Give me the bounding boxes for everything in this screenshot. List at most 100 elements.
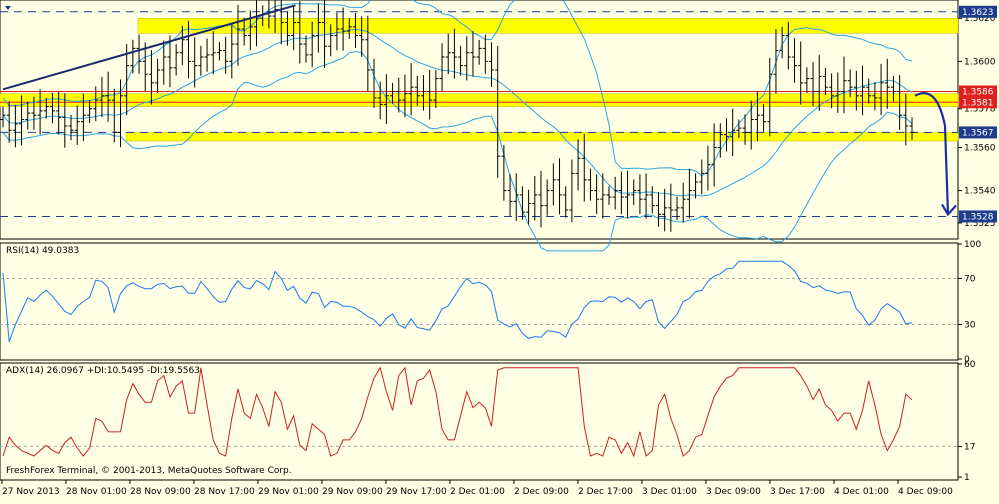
ohlc-bar <box>723 118 729 152</box>
adx-panel: 60 17 1 <box>0 360 976 483</box>
ohlc-bar <box>557 158 563 215</box>
ohlc-bar <box>767 57 773 137</box>
ohlc-bar <box>581 134 587 202</box>
ohlc-bar <box>68 114 74 141</box>
price-level-box <box>959 126 997 139</box>
adx-label: ADX(14) 26.0967 +DI:10.5495 -DI:19.5563 <box>6 366 200 376</box>
ohlc-bar <box>563 186 569 218</box>
rsi-panel-frame <box>0 242 959 361</box>
ohlc-bar <box>6 101 12 143</box>
ohlc-bar <box>711 123 717 187</box>
ohlc-bar <box>352 13 358 48</box>
time-tick-label: 4 Dec 01:00 <box>834 487 889 497</box>
price-tick-label: 1.3600 <box>964 57 996 67</box>
time-tick-label: 28 Nov 17:00 <box>194 487 255 497</box>
ohlc-bar <box>74 105 80 146</box>
price-level-box <box>959 5 997 18</box>
ohlc-bar <box>322 0 328 68</box>
ohlc-bar <box>532 175 538 221</box>
osc-tick-label: 0 <box>964 355 970 365</box>
ohlc-bar <box>544 179 550 216</box>
ohlc-bar <box>699 159 705 195</box>
ohlc-bar <box>754 91 760 142</box>
ohlc-bar <box>482 34 488 74</box>
ohlc-bar <box>730 108 736 157</box>
price-level-label: 1.3528 <box>962 212 994 222</box>
ohlc-bar <box>804 67 810 93</box>
price-level-box <box>959 96 997 109</box>
ohlc-bar <box>841 56 847 114</box>
ohlc-bar <box>130 39 136 74</box>
ohlc-bar <box>550 163 556 206</box>
ohlc-bar <box>489 42 495 88</box>
ohlc-bar <box>519 186 525 220</box>
ohlc-bar <box>111 88 117 143</box>
ohlc-bar <box>569 159 575 223</box>
middle-band <box>2 28 913 197</box>
ohlc-bar <box>674 196 680 221</box>
ohlc-bar <box>216 41 222 61</box>
ohlc-bar <box>470 31 476 77</box>
ohlc-bar <box>655 191 661 227</box>
ohlc-bar <box>445 33 451 75</box>
ohlc-bar <box>878 63 884 116</box>
ohlc-bar <box>297 1 303 64</box>
osc-line <box>2 366 913 458</box>
ohlc-bar <box>649 186 655 214</box>
upper-band <box>2 0 913 177</box>
ohlc-bar <box>340 7 346 51</box>
ohlc-bar <box>748 100 754 150</box>
time-tick-label: 3 Dec 17:00 <box>770 487 825 497</box>
ohlc-bar <box>829 73 835 109</box>
ohlc-bar <box>186 20 192 79</box>
ohlc-bar <box>303 35 309 63</box>
ohlc-bar <box>328 24 334 57</box>
chart-menu-icon[interactable] <box>5 6 11 10</box>
ohlc-bar <box>501 144 507 201</box>
ohlc-bar <box>847 69 853 98</box>
ohlc-bar <box>680 182 686 223</box>
price-level-box <box>959 210 997 223</box>
ohlc-bar <box>773 29 779 94</box>
ohlc-bar <box>513 173 519 221</box>
ohlc-bar <box>860 65 866 116</box>
ohlc-bar <box>334 12 340 51</box>
ohlc-bar <box>309 21 315 68</box>
ohlc-bar <box>761 103 767 132</box>
adx-panel-frame <box>0 362 959 481</box>
ohlc-bar <box>890 75 896 102</box>
time-axis: 27 Nov 2013 28 Nov 01:00 28 Nov 09:00 28 No… <box>1 480 953 497</box>
time-tick-label: 2 Dec 01:00 <box>450 487 505 497</box>
time-tick-label: 29 Nov 17:00 <box>386 487 447 497</box>
ohlc-bar <box>884 58 890 109</box>
forecast-arrow <box>914 92 957 217</box>
ohlc-bar <box>693 173 699 199</box>
ohlc-bar <box>210 31 216 75</box>
ohlc-bar <box>822 67 828 95</box>
time-tick-label: 28 Nov 09:00 <box>130 487 191 497</box>
ohlc-bar <box>866 78 872 104</box>
time-tick-label: 2 Dec 17:00 <box>578 487 633 497</box>
ohlc-bar <box>705 145 711 191</box>
ohlc-bar <box>43 97 49 119</box>
price-tick-label: 1.3540 <box>964 187 996 197</box>
ohlc-bar <box>408 63 414 116</box>
price-tick-label: 1.3578 <box>964 105 996 115</box>
lower-band <box>2 51 913 252</box>
ohlc-bar <box>346 18 352 39</box>
price-level-label: 1.3581 <box>962 98 994 108</box>
support-resistance-zone <box>0 93 959 107</box>
ohlc-bar <box>241 17 247 46</box>
ohlc-bar <box>235 4 241 66</box>
time-tick-label: 3 Dec 09:00 <box>706 487 761 497</box>
ohlc-bar <box>575 139 581 191</box>
ohlc-bar <box>365 15 371 92</box>
forecast-arrowhead <box>941 203 957 217</box>
ohlc-bar <box>142 42 148 92</box>
ohlc-bar <box>785 21 791 70</box>
ohlc-bar <box>587 168 593 201</box>
ohlc-bar <box>136 34 142 74</box>
ohlc-bar <box>93 86 99 122</box>
